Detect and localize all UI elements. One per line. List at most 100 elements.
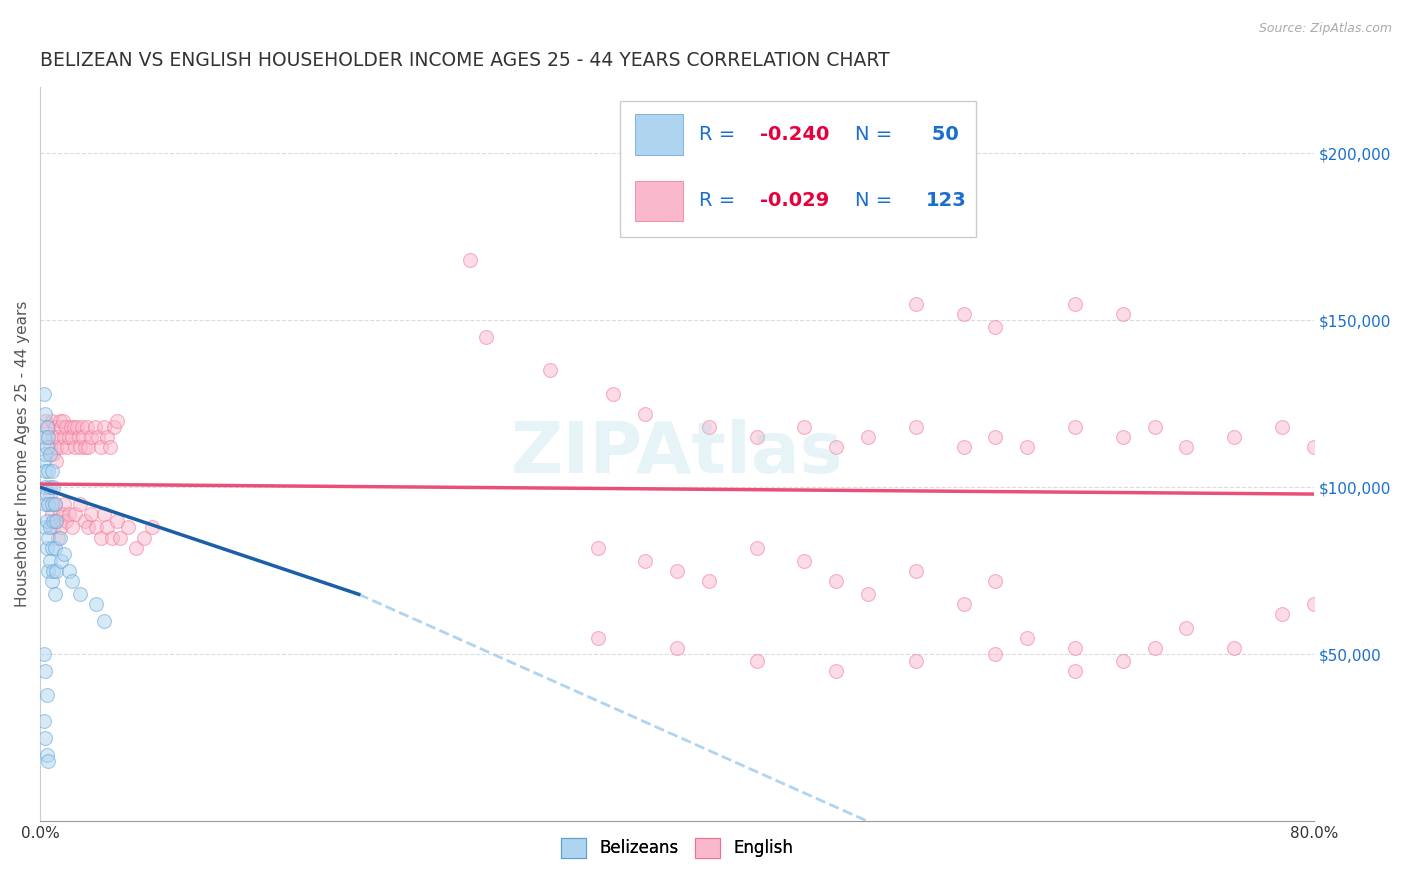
Point <box>42 430 65 444</box>
Point <box>52 414 75 428</box>
Point <box>697 574 720 588</box>
Point <box>34 414 56 428</box>
Point <box>39 554 62 568</box>
Point <box>34 407 56 421</box>
Point <box>93 420 115 434</box>
Point <box>1064 640 1087 655</box>
Point <box>44 497 66 511</box>
Point <box>538 363 561 377</box>
Point <box>1271 420 1294 434</box>
Point <box>44 420 66 434</box>
Point <box>45 564 67 578</box>
Point <box>458 253 481 268</box>
Point <box>132 531 155 545</box>
Point <box>84 520 107 534</box>
Point <box>77 520 100 534</box>
Legend: Belizeans, English: Belizeans, English <box>554 831 800 864</box>
Point <box>1064 296 1087 310</box>
Point <box>32 430 55 444</box>
Point <box>96 520 118 534</box>
Text: 50: 50 <box>925 125 959 144</box>
Point <box>49 520 72 534</box>
Point <box>53 497 76 511</box>
Point <box>1302 440 1324 454</box>
Point <box>35 688 58 702</box>
Point <box>49 440 72 454</box>
Point <box>44 541 66 555</box>
Point <box>586 631 609 645</box>
Point <box>90 440 112 454</box>
Point <box>58 507 80 521</box>
FancyBboxPatch shape <box>636 114 683 155</box>
Point <box>60 430 83 444</box>
Point <box>745 430 768 444</box>
Point <box>1143 420 1166 434</box>
Point <box>44 587 66 601</box>
Point <box>825 664 848 678</box>
Point <box>32 387 55 401</box>
Text: Source: ZipAtlas.com: Source: ZipAtlas.com <box>1258 22 1392 36</box>
Text: 123: 123 <box>925 191 966 210</box>
Point <box>904 420 927 434</box>
Point <box>46 531 69 545</box>
Point <box>666 640 689 655</box>
Point <box>41 497 63 511</box>
Point <box>105 514 128 528</box>
Point <box>793 420 815 434</box>
Point <box>93 507 115 521</box>
Point <box>84 597 107 611</box>
Point <box>60 520 83 534</box>
Point <box>904 296 927 310</box>
Point <box>67 430 90 444</box>
Point <box>1064 664 1087 678</box>
Point <box>108 531 131 545</box>
Point <box>96 430 118 444</box>
Point <box>58 564 80 578</box>
Point <box>634 407 657 421</box>
Point <box>856 587 879 601</box>
Point <box>77 440 100 454</box>
Point <box>49 420 72 434</box>
Text: N =: N = <box>855 191 898 210</box>
Point <box>1223 640 1246 655</box>
Point <box>41 414 63 428</box>
Point <box>90 531 112 545</box>
Point <box>35 440 58 454</box>
Point <box>34 497 56 511</box>
Point <box>100 440 122 454</box>
Point <box>76 420 98 434</box>
Point <box>1017 631 1039 645</box>
Point <box>42 514 65 528</box>
Point <box>34 447 56 461</box>
Point <box>37 430 59 444</box>
Text: R =: R = <box>699 191 741 210</box>
Point <box>34 731 56 745</box>
Point <box>697 420 720 434</box>
Point <box>80 430 103 444</box>
Point <box>73 440 96 454</box>
Point <box>37 420 59 434</box>
FancyBboxPatch shape <box>620 101 976 237</box>
Point <box>55 420 77 434</box>
Point <box>105 414 128 428</box>
Point <box>666 564 689 578</box>
Point <box>952 307 974 321</box>
Point <box>59 420 82 434</box>
Point <box>856 430 879 444</box>
Point <box>39 447 62 461</box>
Text: N =: N = <box>855 125 898 144</box>
Point <box>984 320 1007 334</box>
Point <box>53 430 76 444</box>
Point <box>35 430 58 444</box>
Point <box>41 574 63 588</box>
Point <box>32 453 55 467</box>
Point <box>34 480 56 494</box>
Point <box>87 430 110 444</box>
Point <box>39 480 62 494</box>
Point <box>56 440 79 454</box>
Point <box>904 654 927 668</box>
Point <box>45 440 67 454</box>
Point <box>48 414 70 428</box>
Point <box>34 664 56 678</box>
Point <box>35 747 58 762</box>
